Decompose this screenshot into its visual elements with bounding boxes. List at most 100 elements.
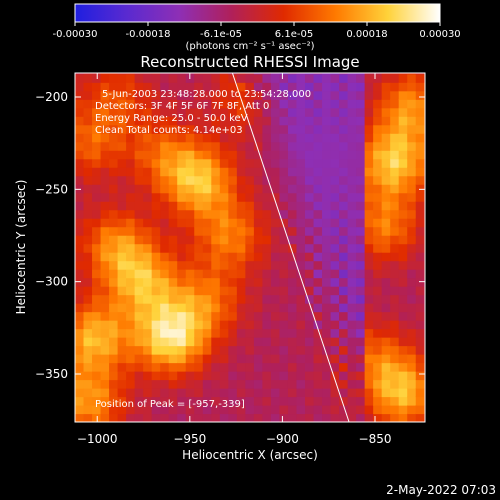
heatmap-cell bbox=[126, 405, 136, 415]
heatmap-cell bbox=[390, 192, 400, 202]
heatmap-cell bbox=[296, 379, 306, 389]
heatmap-cell bbox=[168, 260, 178, 270]
heatmap-cell bbox=[194, 235, 204, 245]
heatmap-cell bbox=[330, 99, 340, 109]
heatmap-cell bbox=[126, 167, 136, 177]
heatmap-cell bbox=[211, 286, 221, 296]
heatmap-cell bbox=[398, 150, 408, 160]
heatmap-cell bbox=[364, 175, 374, 185]
heatmap-cell bbox=[168, 388, 178, 398]
heatmap-cell bbox=[151, 345, 161, 355]
heatmap-cell bbox=[313, 235, 323, 245]
peak-position-label: Position of Peak = [-957,-339] bbox=[95, 399, 245, 410]
heatmap-cell bbox=[373, 328, 383, 338]
heatmap-cell bbox=[356, 209, 366, 219]
heatmap-cell bbox=[92, 277, 102, 287]
heatmap-cell bbox=[287, 107, 298, 117]
heatmap-cell bbox=[202, 396, 212, 406]
heatmap-cell bbox=[177, 158, 187, 168]
heatmap-cell bbox=[109, 260, 119, 270]
heatmap-cell bbox=[270, 362, 281, 372]
heatmap-cell bbox=[347, 362, 357, 372]
heatmap-cell bbox=[126, 294, 136, 304]
heatmap-cell bbox=[211, 82, 221, 92]
heatmap-cell bbox=[253, 133, 264, 143]
heatmap-cell bbox=[245, 320, 255, 330]
heatmap-cell bbox=[109, 107, 119, 117]
heatmap-cell bbox=[279, 337, 289, 347]
heatmap-cell bbox=[364, 116, 374, 126]
heatmap-cell bbox=[270, 354, 281, 364]
heatmap-cell bbox=[287, 413, 298, 422]
heatmap-cell bbox=[305, 218, 315, 228]
heatmap-cell bbox=[390, 379, 400, 389]
heatmap-cell bbox=[168, 184, 178, 194]
heatmap-cell bbox=[109, 226, 119, 236]
heatmap-cell bbox=[194, 124, 204, 134]
heatmap-cell bbox=[322, 235, 332, 245]
heatmap-cell bbox=[211, 235, 221, 245]
heatmap-cell bbox=[296, 226, 306, 236]
heatmap-cell bbox=[202, 252, 212, 262]
heatmap-cell bbox=[219, 73, 229, 75]
heatmap-cell bbox=[347, 150, 357, 160]
heatmap-cell bbox=[160, 235, 170, 245]
heatmap-cell bbox=[296, 150, 306, 160]
heatmap-cell bbox=[83, 141, 93, 151]
heatmap-cell bbox=[313, 286, 323, 296]
heatmap-cell bbox=[168, 345, 178, 355]
heatmap-cell bbox=[194, 413, 204, 422]
heatmap-cell bbox=[262, 388, 272, 398]
heatmap-cell bbox=[245, 150, 255, 160]
heatmap-cell bbox=[398, 99, 408, 109]
heatmap-cell bbox=[211, 73, 221, 75]
heatmap-cell bbox=[100, 99, 110, 109]
heatmap-cell bbox=[322, 167, 332, 177]
heatmap-cell bbox=[143, 235, 153, 245]
heatmap-cell bbox=[305, 184, 315, 194]
heatmap-cell bbox=[398, 328, 408, 338]
heatmap-cell bbox=[109, 396, 119, 406]
heatmap-cell bbox=[287, 260, 298, 270]
heatmap-cell bbox=[373, 158, 383, 168]
heatmap-cell bbox=[262, 73, 272, 83]
heatmap-cell bbox=[151, 116, 161, 126]
heatmap-cell bbox=[356, 73, 366, 83]
heatmap-cell bbox=[228, 311, 238, 321]
heatmap-cell bbox=[390, 277, 400, 287]
heatmap-cell bbox=[373, 175, 383, 185]
heatmap-cell bbox=[390, 337, 400, 347]
heatmap-cell bbox=[160, 252, 170, 262]
heatmap-cell bbox=[398, 396, 408, 406]
heatmap-cell bbox=[339, 252, 349, 262]
heatmap-cell bbox=[202, 286, 212, 296]
heatmap-cell bbox=[143, 243, 153, 253]
heatmap-cell bbox=[305, 73, 315, 83]
heatmap-cell bbox=[109, 362, 119, 372]
heatmap-cell bbox=[194, 82, 204, 92]
heatmap-cell bbox=[245, 328, 255, 338]
heatmap-cell bbox=[322, 388, 332, 398]
heatmap-cell bbox=[126, 99, 136, 109]
heatmap-cell bbox=[228, 379, 238, 389]
heatmap-cell bbox=[364, 141, 374, 151]
y-tick-label: −350 bbox=[35, 367, 68, 381]
heatmap-cell bbox=[185, 396, 195, 406]
heatmap-cell bbox=[398, 303, 408, 313]
heatmap-cell bbox=[160, 294, 170, 304]
heatmap-cell bbox=[117, 235, 127, 245]
heatmap-cell bbox=[364, 294, 374, 304]
heatmap-cell bbox=[262, 260, 272, 270]
heatmap-cell bbox=[322, 226, 332, 236]
heatmap-cell bbox=[398, 243, 408, 253]
heatmap-cell bbox=[330, 124, 340, 134]
heatmap-cell bbox=[347, 73, 357, 75]
heatmap-cell bbox=[143, 252, 153, 262]
heatmap-cell bbox=[117, 405, 127, 415]
heatmap-cell bbox=[75, 396, 85, 406]
heatmap-cell bbox=[407, 277, 417, 287]
heatmap-cell bbox=[373, 354, 383, 364]
heatmap-cell bbox=[287, 158, 298, 168]
heatmap-cell bbox=[424, 328, 425, 338]
heatmap-cell bbox=[398, 73, 408, 75]
